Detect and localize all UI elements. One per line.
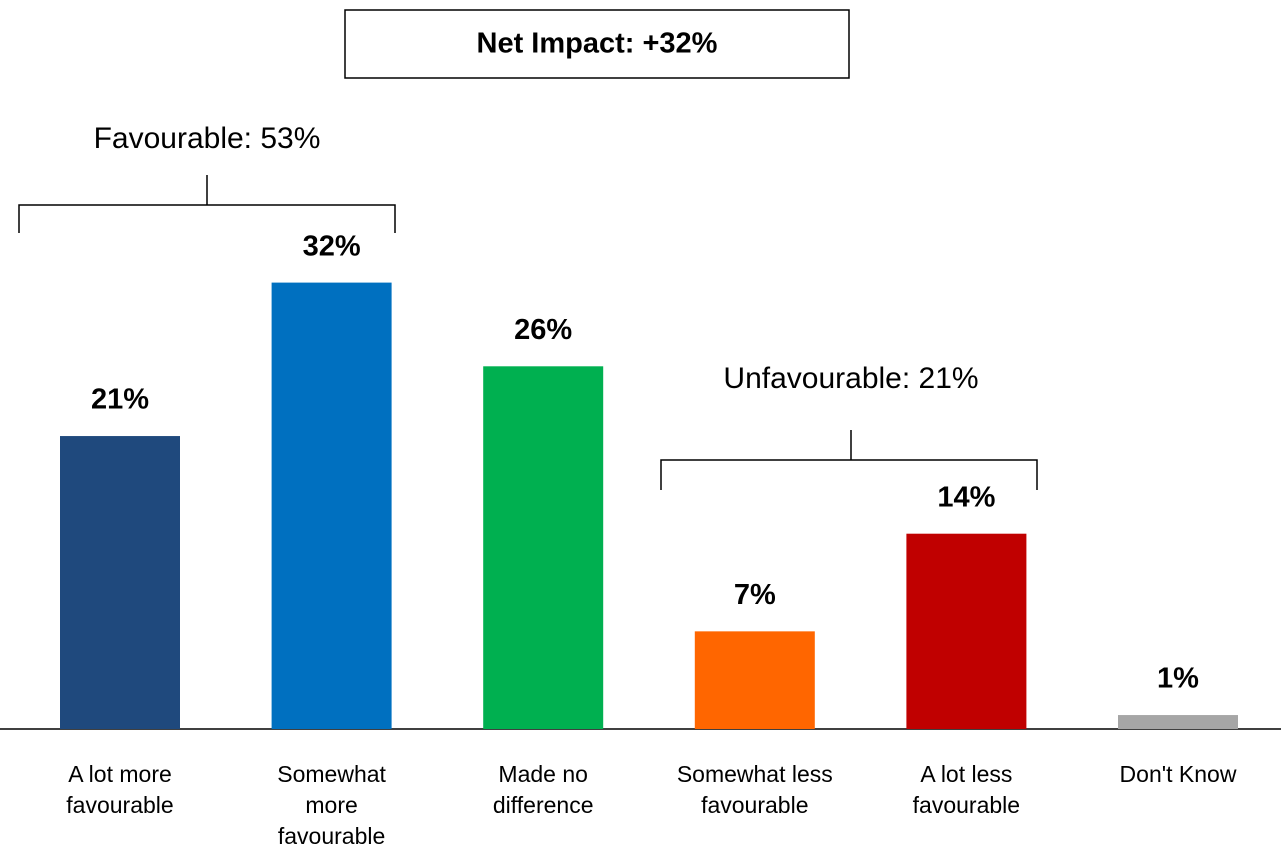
value-label: 32% — [303, 230, 361, 262]
bar — [271, 282, 392, 729]
bracket — [660, 430, 1038, 490]
x-tick-label: Somewhat less favourable — [676, 761, 833, 818]
title-box — [344, 9, 850, 79]
value-label: 14% — [937, 481, 995, 513]
value-label: 7% — [734, 579, 776, 611]
x-tick-label: Made no difference — [492, 761, 594, 818]
x-tick-label: Don't Know — [1119, 761, 1237, 787]
bracket — [18, 175, 396, 233]
bar — [906, 533, 1027, 729]
x-tick-label: A lot more favourable — [66, 761, 174, 818]
chart-title: Net Impact: +32% — [477, 28, 718, 60]
bar — [694, 631, 815, 729]
x-tick-label: Somewhat more favourable — [277, 761, 386, 849]
bar — [1118, 715, 1238, 729]
bar — [60, 436, 180, 729]
annotation: Favourable: 53% — [94, 122, 321, 155]
annotation: Unfavourable: 21% — [723, 362, 978, 395]
value-label: 26% — [514, 314, 572, 346]
x-tick-label: A lot less favourable — [912, 761, 1021, 818]
value-label: 1% — [1157, 663, 1199, 695]
value-label: 21% — [91, 384, 149, 416]
bar — [483, 366, 604, 729]
